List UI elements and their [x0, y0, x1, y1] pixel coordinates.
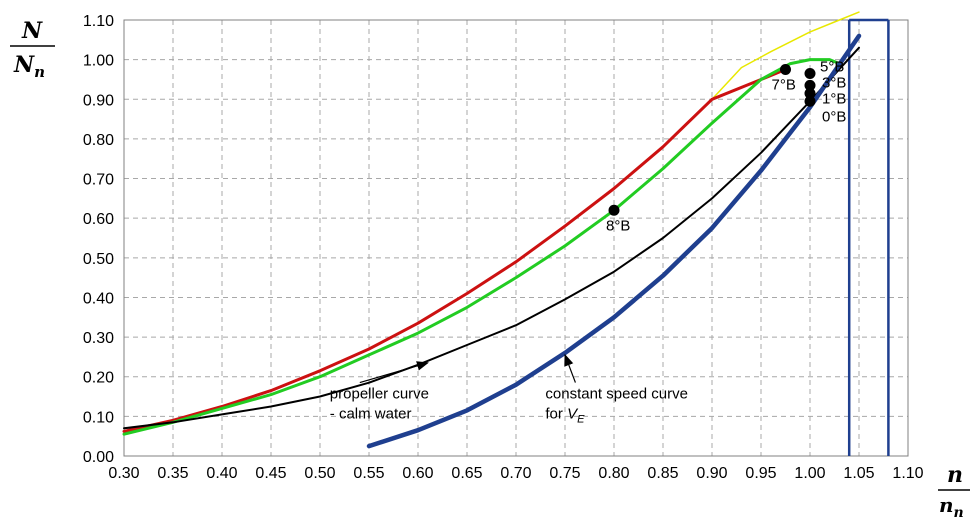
x-tick-label: 1.10: [892, 465, 923, 482]
y-axis-label: N Nn: [10, 18, 55, 81]
y-tick-label: 0.00: [83, 449, 114, 466]
y-label-den-sub: n: [34, 63, 45, 81]
series-line: [123, 46, 860, 430]
y-tick-label: 0.10: [83, 409, 114, 426]
x-tick-label: 0.35: [157, 465, 188, 482]
y-label-denominator: Nn: [13, 52, 45, 81]
x-label-den-main: n: [939, 493, 954, 517]
data-point-label: 0°B: [822, 108, 846, 125]
y-tick-label: 0.70: [83, 172, 114, 189]
x-tick-label: 0.70: [500, 465, 531, 482]
x-tick-label: 0.30: [108, 465, 139, 482]
data-point-label: 3°B: [822, 74, 846, 91]
data-point: [780, 64, 791, 76]
x-tick-label: 0.75: [549, 465, 580, 482]
annotation-arrow: [564, 353, 576, 383]
y-tick-label: 0.50: [83, 251, 114, 268]
y-tick-label: 0.20: [83, 370, 114, 387]
y-label-numerator: N: [21, 18, 43, 44]
data-point-label: 8°B: [606, 217, 630, 234]
x-tick-label: 0.85: [647, 465, 678, 482]
y-label-den-main: N: [13, 52, 35, 78]
annotation-arrow: [359, 361, 429, 384]
y-tick-label: 0.60: [83, 211, 114, 228]
y-tick-label: 0.90: [83, 92, 114, 109]
data-point: [804, 87, 816, 99]
data-point-label: 5°B: [820, 59, 844, 76]
x-label-numerator: n: [947, 462, 963, 488]
x-label-den-sub: n: [954, 505, 964, 520]
annotation-text: for VE: [545, 406, 585, 426]
x-tick-label: 0.95: [745, 465, 776, 482]
x-axis-label: n nn: [938, 462, 970, 520]
plot-border: [123, 19, 909, 457]
x-tick-label: 0.65: [451, 465, 482, 482]
series-line: [122, 68, 787, 433]
plot-frame: [123, 19, 909, 457]
vertical-lines: [847, 18, 890, 456]
x-tick-label: 0.45: [255, 465, 286, 482]
x-tick-label: 0.60: [402, 465, 433, 482]
data-point: [804, 79, 816, 91]
y-tick-label: 1.10: [83, 13, 114, 30]
annotations-group: propeller curve - calm water constant spee…: [330, 353, 688, 426]
grid: [124, 20, 908, 456]
y-tick-label: 0.80: [83, 132, 114, 149]
data-point-label: 1°B: [822, 90, 846, 107]
x-tick-labels: 0.30 0.35 0.40 0.45 0.50 0.55 0.60 0.65 0.70 0.75…: [108, 465, 923, 482]
x-tick-label: 1.05: [843, 465, 874, 482]
data-point-label: 7°B: [772, 77, 796, 94]
x-label-denominator: nn: [939, 493, 964, 520]
data-point: [804, 95, 816, 107]
series-line: [366, 33, 862, 449]
x-tick-label: 0.90: [696, 465, 727, 482]
y-tick-label: 0.40: [83, 290, 114, 307]
annotation-var: V: [567, 406, 579, 423]
series-line: [122, 58, 841, 436]
y-tick-labels: 0.00 0.10 0.20 0.30 0.40 0.50 0.60 0.70 0.80 0.90…: [83, 13, 114, 466]
series-group: [122, 11, 862, 449]
annotation-sub: E: [577, 414, 585, 426]
annotation-text: constant speed curve: [545, 386, 688, 403]
x-tick-label: 1.00: [794, 465, 825, 482]
x-tick-label: 0.80: [598, 465, 629, 482]
x-tick-label: 0.40: [206, 465, 237, 482]
x-tick-label: 0.55: [353, 465, 384, 482]
series-line: [711, 11, 860, 101]
y-tick-label: 1.00: [83, 53, 114, 70]
annotation-text: propeller curve: [330, 386, 429, 403]
data-point: [804, 68, 816, 80]
annotation-text: - calm water: [330, 406, 412, 423]
points-group: 8°B 7°B 5°B3°B1°B0°B: [606, 59, 846, 235]
data-point: [608, 204, 620, 216]
y-tick-label: 0.30: [83, 330, 114, 347]
x-tick-label: 0.50: [304, 465, 335, 482]
